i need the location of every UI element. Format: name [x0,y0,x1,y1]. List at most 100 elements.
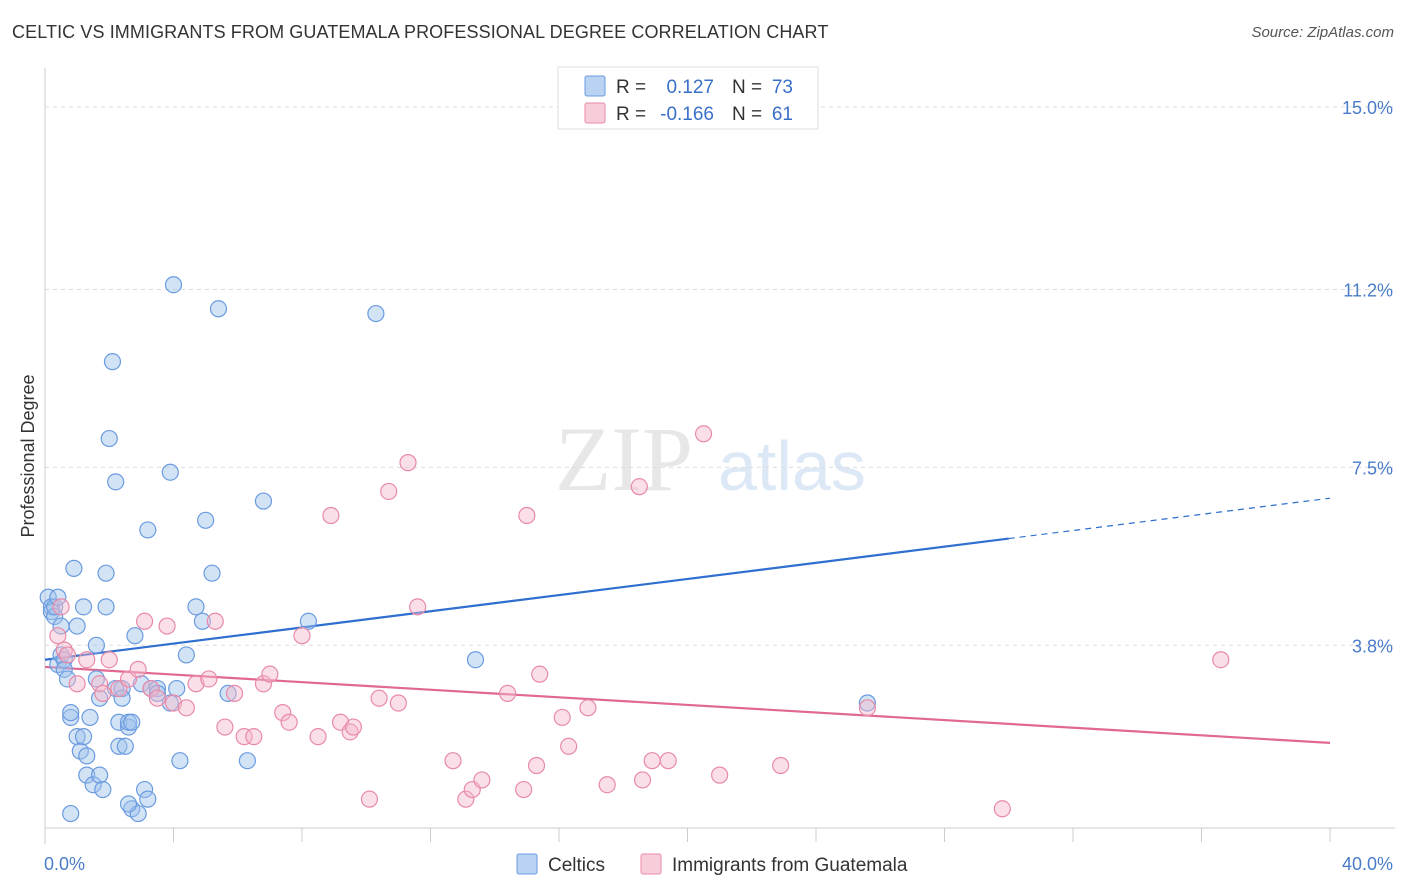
series-legend-label-celtics: Celtics [548,855,605,876]
y-tick-label-2: 11.2% [1343,281,1393,301]
y-tick-label-1: 7.5% [1352,458,1393,478]
guatemala-point-48 [527,756,546,775]
series-legend-swatch-celtics [516,853,538,875]
y-axis-ticks: 3.8% 7.5% 11.2% 15.0% [1342,98,1393,656]
guatemala-point-17 [177,699,195,717]
guatemala-point-7 [94,684,112,702]
celtics-point-11 [58,670,77,688]
guatemala-point-38 [389,694,407,712]
guatemala-point-40 [409,598,427,616]
guatemala-point-57 [659,752,677,770]
guatemala-point-31 [322,506,340,525]
legend-n-label-celtics: N = [732,77,762,98]
celtics-point-10 [55,660,73,678]
guatemala-point-18 [187,675,205,693]
celtics-point-61 [197,511,215,529]
y-axis-label: Professional Degree [18,374,38,537]
x-tick-label-left: 0.0% [44,854,85,874]
guatemala-point-29 [293,627,311,645]
legend-r-value-celtics: 0.127 [666,77,714,98]
celtics-point-14 [65,559,83,577]
guatemala-point-35 [360,790,379,808]
guatemala-point-8 [100,651,118,669]
y-tick-label-3: 15.0% [1342,98,1393,118]
guatemala-point-2 [55,641,73,659]
guatemala-point-1 [52,598,70,616]
guatemala-point-23 [235,728,253,746]
celtics-trend-line-extension [1008,497,1331,540]
guatemala-point-5 [78,651,96,669]
guatemala-point-61 [858,699,877,717]
guatemala-point-44 [473,771,491,789]
guatemala-point-51 [560,737,578,755]
guatemala-point-63 [1212,651,1230,669]
celtics-point-35 [110,713,128,731]
watermark-zip: ZIP [555,408,693,510]
celtics-point-22 [81,708,99,727]
guatemala-trend-line [44,665,1331,745]
legend-swatch-guatemala [584,102,606,124]
celtics-point-2 [42,603,61,621]
guatemala-point-26 [261,665,279,683]
celtics-point-48 [139,521,157,539]
guatemala-point-15 [158,617,176,635]
guatemala-point-49 [531,665,549,683]
celtics-point-64 [219,684,237,702]
celtics-point-46 [132,675,150,693]
data-points [39,276,1230,823]
guatemala-point-19 [200,670,218,688]
series-legend: Celtics Immigrants from Guatemala [516,853,908,876]
celtics-point-0 [39,588,57,606]
guatemala-point-39 [399,454,417,472]
celtics-point-29 [97,564,115,582]
celtics-point-40 [119,718,138,736]
guatemala-point-46 [515,780,533,799]
celtics-point-24 [87,636,106,654]
celtics-point-39 [116,737,134,755]
stats-legend: R = 0.127 N = 73 R = -0.166 N = 61 [557,66,819,130]
guatemala-point-60 [772,756,790,775]
celtics-point-71 [62,804,80,823]
celtics-point-51 [148,679,167,698]
celtics-point-58 [177,646,195,664]
series-legend-swatch-guatemala [640,853,662,875]
watermark-atlas: atlas [718,427,866,505]
guatemala-point-22 [225,684,244,702]
celtics-point-55 [164,276,183,294]
chart-title: CELTIC VS IMMIGRANTS FROM GUATEMALA PROF… [12,22,829,42]
celtics-point-16 [68,728,86,746]
y-tick-label-0: 3.8% [1352,636,1393,656]
celtics-point-15 [68,617,86,635]
guatemala-point-20 [206,612,224,630]
guatemala-point-21 [216,718,234,736]
celtics-point-53 [161,463,179,481]
guatemala-point-53 [598,776,616,794]
celtics-point-49 [139,790,157,808]
guatemala-point-52 [579,699,597,717]
guatemala-point-30 [309,728,327,746]
legend-n-value-celtics: 73 [772,77,793,98]
series-guatemala [49,425,1230,818]
guatemala-point-55 [633,771,652,789]
celtics-trend-line [44,537,1009,661]
guatemala-point-33 [341,723,359,741]
celtics-point-23 [84,776,102,794]
celtics-point-8 [52,646,70,664]
series-celtics [39,276,877,823]
celtics-point-32 [103,353,122,371]
celtics-point-59 [187,598,205,616]
guatemala-point-45 [499,684,517,702]
celtics-point-72 [119,795,138,813]
guatemala-point-36 [370,689,388,707]
series-legend-label-guatemala: Immigrants from Guatemala [672,855,908,876]
celtics-point-9 [55,651,73,669]
guatemala-point-28 [280,713,298,731]
guatemala-point-59 [711,766,729,784]
celtics-point-69 [466,651,485,669]
legend-r-value-guatemala: -0.166 [660,104,714,125]
celtics-point-36 [110,737,128,755]
celtics-point-26 [91,689,109,707]
guatemala-point-11 [129,660,147,678]
guatemala-point-56 [643,752,661,770]
